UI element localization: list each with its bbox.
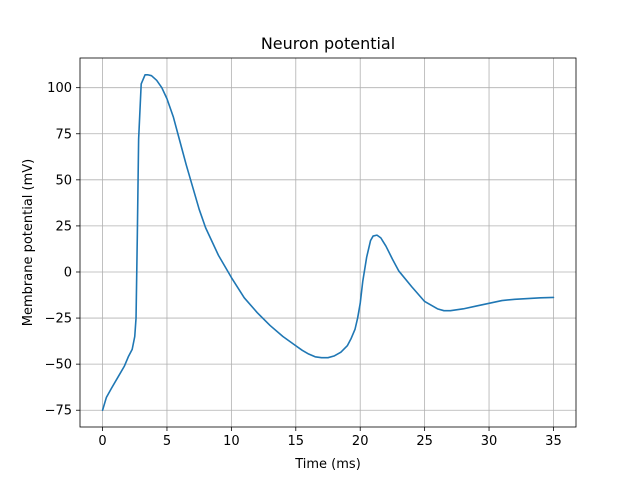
y-tick-label: 100 bbox=[47, 81, 72, 96]
y-tick-label: 75 bbox=[55, 127, 72, 142]
x-tick-label: 35 bbox=[545, 434, 562, 449]
y-tick-label: 50 bbox=[55, 173, 72, 188]
x-tick-label: 0 bbox=[98, 434, 106, 449]
y-tick-label: 0 bbox=[64, 265, 72, 280]
x-axis-label: Time (ms) bbox=[294, 457, 361, 472]
grid bbox=[80, 58, 576, 427]
tick-layer: 0 5 10 15 20 25 30 35 −75 −50 −25 0 25 50 75 100 bbox=[45, 81, 562, 449]
x-tick-label: 30 bbox=[481, 434, 498, 449]
y-tick-label: −75 bbox=[45, 404, 72, 419]
y-tick-label: −25 bbox=[45, 312, 72, 327]
plot-frame bbox=[79, 57, 577, 428]
x-tick-label: 10 bbox=[223, 434, 240, 449]
x-tick-label: 25 bbox=[416, 434, 433, 449]
x-tick-label: 5 bbox=[163, 434, 171, 449]
y-axis-label: Membrane potential (mV) bbox=[21, 159, 36, 326]
series-layer bbox=[101, 73, 555, 412]
series-line-membrane-potential bbox=[101, 73, 555, 412]
chart-title: Neuron potential bbox=[261, 34, 395, 53]
x-tick-label: 20 bbox=[352, 434, 369, 449]
y-tick-label: 25 bbox=[55, 219, 72, 234]
x-tick-label: 15 bbox=[288, 434, 305, 449]
y-tick-label: −50 bbox=[45, 358, 72, 373]
